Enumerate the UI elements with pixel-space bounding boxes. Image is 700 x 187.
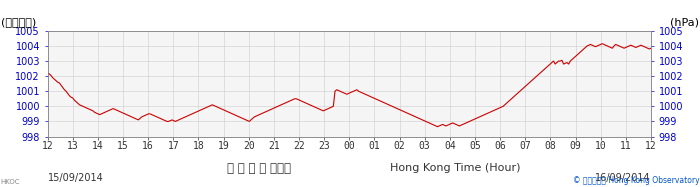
Text: Hong Kong Time (Hour): Hong Kong Time (Hour) xyxy=(390,163,520,173)
Text: HKOC: HKOC xyxy=(1,179,20,185)
Text: (百帕斯卡): (百帕斯卡) xyxy=(1,17,36,27)
Text: © 香港天文台 Hong Kong Observatory: © 香港天文台 Hong Kong Observatory xyxy=(573,176,699,185)
Text: 香 港 時 間 （時）: 香 港 時 間 （時） xyxy=(227,162,291,175)
Text: 15/09/2014: 15/09/2014 xyxy=(48,173,104,183)
Text: (hPa): (hPa) xyxy=(670,17,699,27)
Text: 16/09/2014: 16/09/2014 xyxy=(596,173,651,183)
